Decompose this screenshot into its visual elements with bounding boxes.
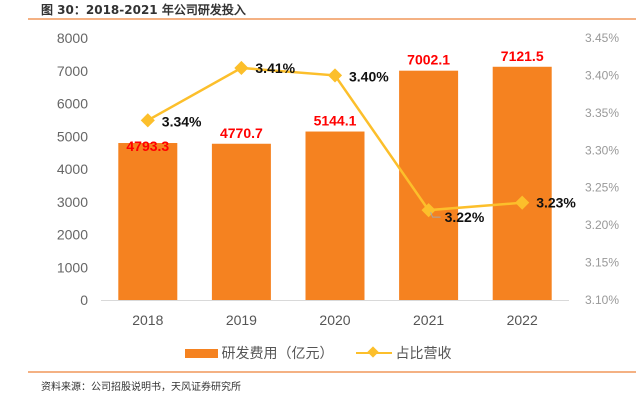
line-value-label: 3.22% [445,209,485,225]
right-tick-label: 3.45% [585,31,619,45]
left-tick-label: 0 [80,292,88,308]
line-value-label: 3.34% [162,113,202,129]
line-diamond-icon [355,346,392,360]
left-tick-label: 3000 [57,194,88,210]
right-axis: 3.10% 3.15% 3.20% 3.25% 3.30% 3.35% 3.40% 3.45% [585,31,619,307]
top-rule [28,18,636,20]
line-marker-2019 [234,60,249,76]
x-tick-label: 2021 [413,312,444,328]
line-marker-2021 [421,203,436,218]
bar-swatch-icon [184,348,218,358]
bar-data-labels: 4793.3 4770.7 5144.1 7002.1 7121.5 [126,48,543,154]
right-tick-label: 3.20% [585,218,619,232]
right-tick-label: 3.10% [585,293,619,307]
legend-bar-label: 研发费用（亿元） [221,346,334,362]
line-value-label: 3.41% [255,60,295,76]
left-tick-label: 6000 [57,96,88,112]
figure-title: 图 30：2018-2021 年公司研发投入 [41,3,246,17]
right-tick-label: 3.15% [585,256,619,270]
left-tick-label: 8000 [57,30,88,46]
line-marker-2020 [327,68,343,83]
right-tick-label: 3.35% [585,106,619,120]
legend: 研发费用（亿元） 占比营收 [0,343,636,363]
bar-2019 [211,143,271,300]
bar-value-label: 7121.5 [501,48,544,64]
x-tick-label: 2018 [132,312,163,328]
left-axis: 0 1000 2000 3000 4000 5000 6000 7000 8000 [57,30,88,308]
line-marker-2022 [515,195,530,210]
line-marker-2018 [140,113,155,128]
bar-2021 [399,70,459,300]
x-tick-label: 2020 [319,312,350,328]
line-value-label: 3.23% [536,195,576,211]
bar-value-label: 7002.1 [407,52,450,68]
right-tick-label: 3.40% [585,68,619,82]
x-tick-label: 2022 [507,312,538,328]
bar-value-label: 4770.7 [220,125,263,141]
source-note: 资料来源：公司招股说明书，天风证券研究所 [41,382,241,393]
x-axis: 2018 2019 2020 2021 2022 [132,312,538,328]
legend-item-bar[interactable]: 研发费用（亿元） [184,343,334,363]
bottom-rule [28,371,636,373]
bar-value-label: 4793.3 [126,138,169,154]
x-tick-label: 2019 [226,312,257,328]
label-leader-line [430,211,441,218]
bar-2018 [118,143,178,300]
line-data-labels: 3.34% 3.41% 3.40% 3.22% 3.23% [162,60,577,225]
right-tick-label: 3.25% [585,181,619,195]
legend-line-label: 占比营收 [395,346,452,362]
bar-2022 [492,66,552,300]
left-tick-label: 1000 [57,259,88,275]
left-tick-label: 7000 [57,63,88,79]
bar-value-label: 5144.1 [314,113,357,129]
left-tick-label: 5000 [57,128,88,144]
legend-item-line[interactable]: 占比营收 [355,343,452,363]
left-tick-label: 2000 [57,227,88,243]
bar-2020 [305,131,365,300]
right-tick-label: 3.30% [585,143,619,157]
bar-series [118,66,552,300]
left-tick-label: 4000 [57,161,88,177]
line-value-label: 3.40% [349,68,389,84]
